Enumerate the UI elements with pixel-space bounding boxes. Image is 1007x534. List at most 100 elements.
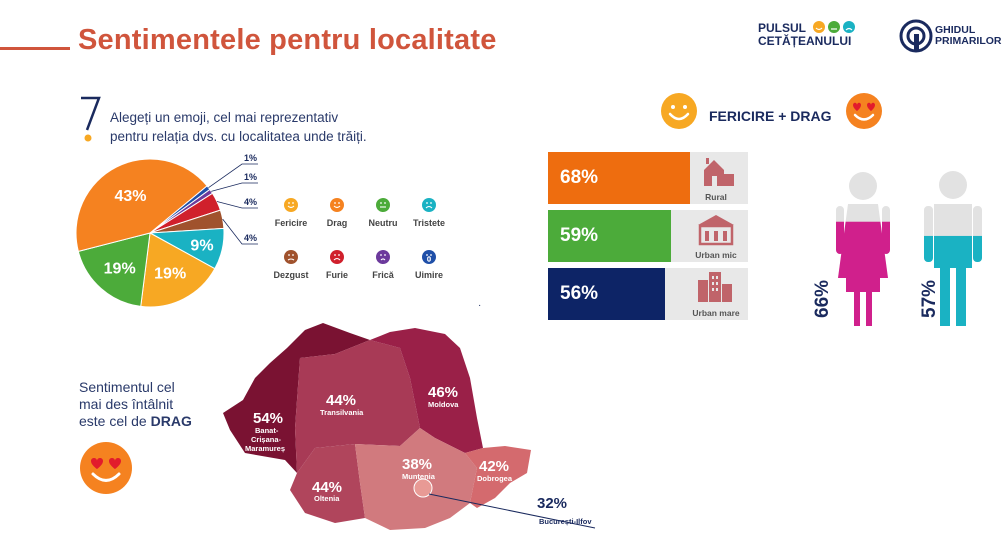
bar-value-label: 59% [560, 225, 599, 246]
emotion-legend: Fericire Drag Neutru Tristete Dezgust Furie Fr… [273, 198, 476, 288]
title-accent-line [0, 47, 70, 50]
bar-value-label: 56% [560, 283, 599, 304]
rural-house-icon [704, 158, 734, 186]
map-pct-bucuresti: 32% [537, 495, 567, 512]
legend-label-neutru: Neutru [368, 218, 398, 228]
map-name-banat-2: Crișana- [251, 435, 282, 444]
map-pct-dobrogea: 42% [479, 458, 509, 475]
pie-callout-label-uimire: 1% [244, 153, 257, 163]
map-pct-banat: 54% [253, 410, 283, 427]
pie-slice-drag [75, 158, 208, 253]
legend-label-furie: Furie [325, 270, 348, 280]
emotion-pie-chart: 43%19% 19%9%1%1%4%4% [75, 153, 258, 308]
map-pct-moldova: 46% [428, 384, 458, 401]
logo2-line-2: PRIMARILOR [935, 35, 1002, 47]
happy-face-icon [661, 93, 697, 129]
heart-eyes-face-icon [846, 93, 882, 129]
map-name-dobrogea: Dobrogea [477, 474, 513, 483]
region-transilvania [295, 340, 420, 473]
pie-label-neutru: 19% [104, 260, 136, 277]
man-pct: 57% [919, 279, 940, 318]
conclusion-line-1: Sentimentul cel [79, 379, 175, 395]
legend-label-tristete: Tristete [412, 218, 445, 228]
region-oltenia [290, 444, 365, 523]
bar-category-label: Urban mare [692, 308, 740, 318]
angry-face-icon [330, 250, 344, 264]
ghidul-logo-icon [899, 19, 933, 53]
legend-label-drag: Drag [326, 218, 348, 228]
bucuresti-callout-line [428, 493, 596, 529]
surprise-face-icon [422, 250, 436, 264]
pie-slice-neutru [77, 232, 151, 307]
legend-item-dezgust: Dezgust [261, 250, 321, 280]
bar-value-label: 68% [560, 167, 599, 188]
map-pct-oltenia: 44% [312, 479, 342, 496]
pie-callout-line-frică [211, 182, 258, 192]
legend-item-drag: Drag [307, 198, 367, 228]
bar-row-urban-mic: 59% Urban mic [548, 210, 748, 262]
town-hall-icon [698, 215, 734, 246]
pie-slice-fericire [140, 232, 216, 308]
small-dot: · [478, 300, 482, 311]
map-name-transilvania: Transilvania [320, 408, 364, 417]
pie-label-fericire: 19% [154, 266, 186, 283]
region-bucuresti-ilfov [413, 478, 433, 498]
logo2-line-1: GHIDUL [935, 24, 976, 36]
legend-item-furie: Furie [307, 250, 367, 280]
page-title: Sentimentele pentru localitate [78, 24, 497, 56]
bar-category-label: Rural [705, 192, 727, 202]
disgust-face-icon [284, 250, 298, 264]
bar-fill-urban-mare [548, 268, 665, 320]
question-text: Alegeți un emoji, cel mai reprezentativ … [110, 108, 440, 146]
map-name-moldova: Moldova [428, 400, 459, 409]
pie-callout-line-dezgust [222, 218, 258, 245]
fericire-drag-label: FERICIRE + DRAG [709, 108, 832, 124]
conclusion-text: Sentimentul cel mai des întâlnit este ce… [79, 379, 219, 430]
region-muntenia [355, 428, 477, 530]
pie-label-drag: 43% [114, 188, 146, 205]
region-dobrogea [465, 446, 531, 508]
pie-callout-label-dezgust: 4% [244, 233, 257, 243]
logo-emoji-icons [813, 21, 855, 33]
map-name-banat-3: Maramureș [245, 444, 285, 453]
woman-figure [836, 172, 890, 326]
question-line-1: Alegeți un emoji, cel mai reprezentativ [110, 110, 339, 125]
bar-fill-urban-mic [548, 210, 671, 262]
region-banat-crisana-maramures [223, 323, 370, 473]
conclusion-line-2: mai des întâlnit [79, 396, 174, 412]
sad-face-icon [422, 198, 436, 212]
conclusion-line-3: este cel de DRAG [79, 413, 219, 430]
pie-label-tristete: 9% [190, 238, 213, 255]
pulsul-logo: PULSUL CETĂȚEANULUI [758, 22, 851, 48]
woman-fill-bar [836, 221, 890, 326]
map-pct-muntenia: 38% [402, 456, 432, 473]
logo-line-2: CETĂȚEANULUI [758, 34, 852, 48]
map-pct-transilvania: 44% [326, 392, 356, 409]
romania-map: 54% Banat- Crișana- Maramureș 44% Transi… [223, 323, 596, 530]
happy-face-icon [284, 198, 298, 212]
bar-category-label: Urban mic [695, 250, 737, 260]
conclusion-prefix: este cel de [79, 413, 151, 429]
region-moldova [370, 328, 483, 453]
map-name-banat-1: Banat- [255, 426, 279, 435]
pie-callout-line-furie [216, 201, 258, 209]
map-name-bucuresti: București-Ilfov [539, 517, 592, 526]
pie-callout-label-frică: 1% [244, 172, 257, 182]
ghidul-logo: GHIDUL PRIMARILOR [935, 25, 1002, 47]
question-line-2: pentru relația dvs. cu localitatea unde … [110, 129, 367, 144]
map-name-oltenia: Oltenia [314, 494, 340, 503]
bar-fill-rural [548, 152, 690, 204]
legend-item-fericire: Fericire [261, 198, 321, 228]
conclusion-bold: DRAG [150, 413, 192, 429]
neutral-face-icon [376, 198, 390, 212]
question-mark-icon [81, 96, 101, 142]
city-buildings-icon [698, 272, 732, 302]
legend-label-frică: Frică [372, 270, 394, 280]
heart-eyes-face-icon [330, 198, 344, 212]
legend-item-tristete: Tristete [399, 198, 459, 228]
legend-label-dezgust: Dezgust [273, 270, 309, 280]
legend-item-uimire: Uimire [399, 250, 459, 280]
legend-item-frică: Frică [353, 250, 413, 280]
map-name-muntenia: Muntenia [402, 472, 436, 481]
heart-eyes-face-icon [80, 442, 132, 494]
